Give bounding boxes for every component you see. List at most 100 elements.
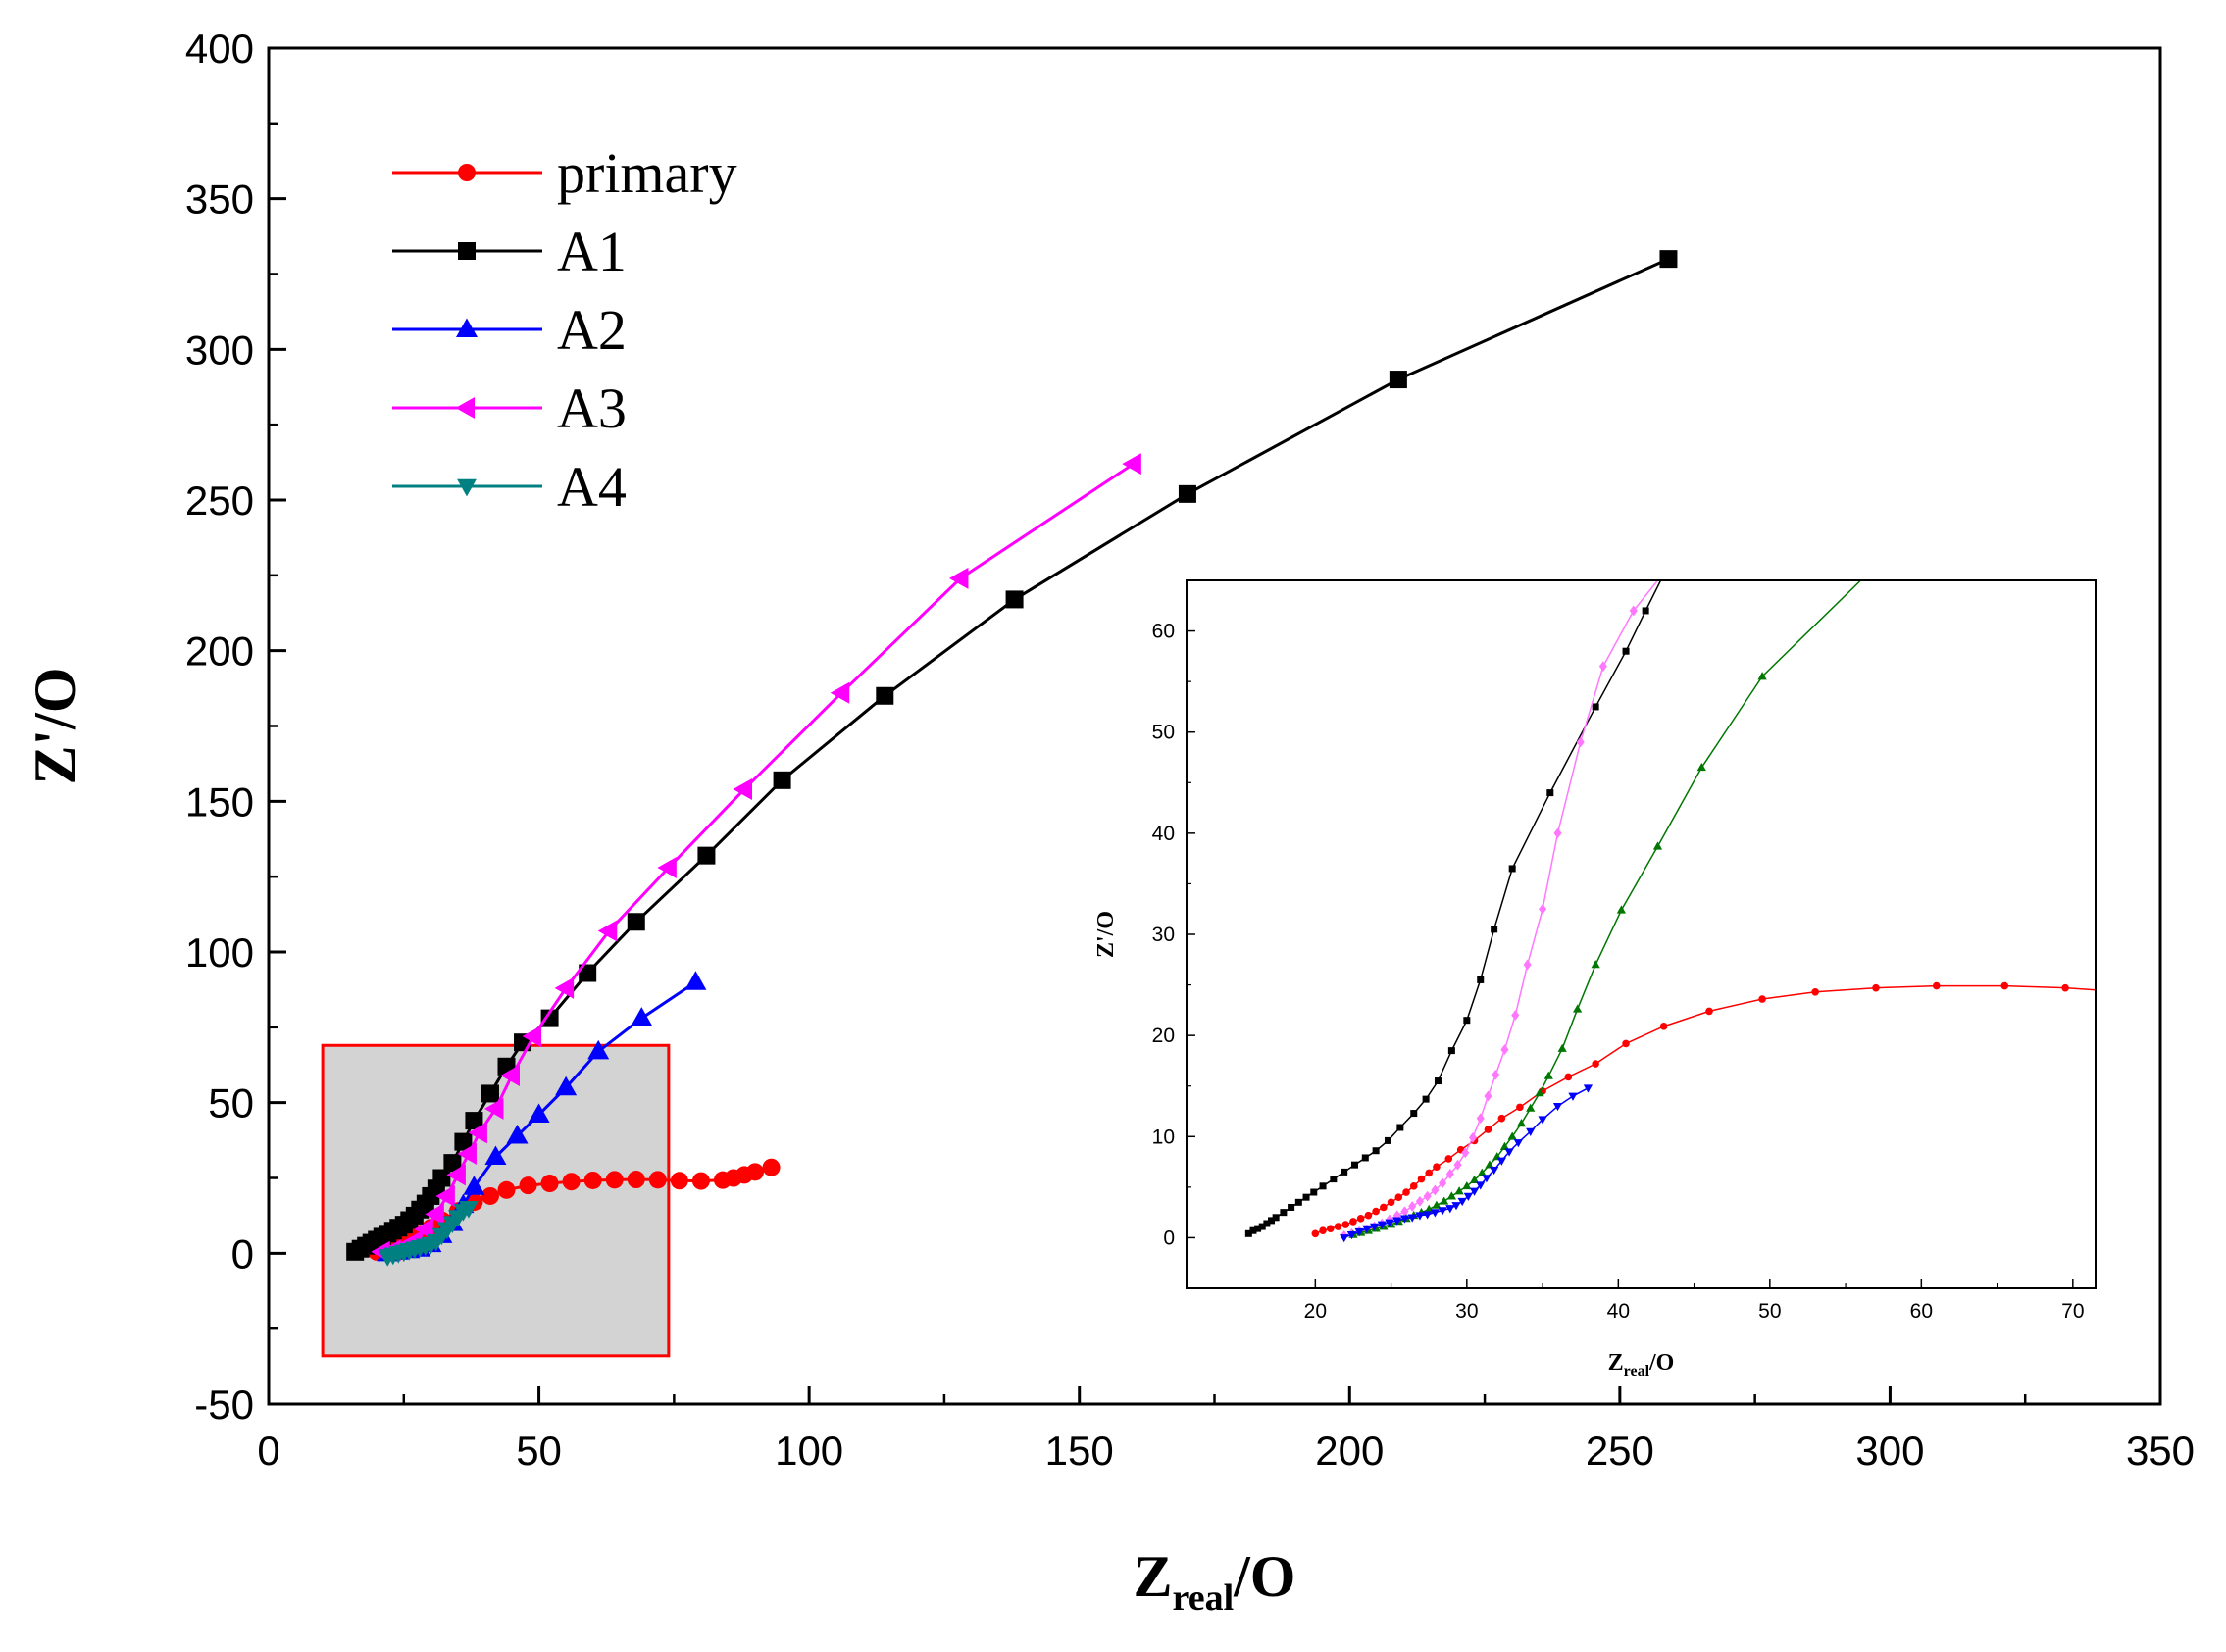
inset-data-point-A4 (1354, 1227, 1364, 1237)
inset-series-primary (1311, 981, 2096, 1238)
inset-x-tick-label: 50 (1758, 1300, 1781, 1323)
inset-data-point-primary (1341, 1221, 1350, 1228)
inset-data-point-A4 (1399, 1215, 1410, 1224)
inset-data-point-A2 (1454, 1186, 1464, 1195)
x-tick-label: 100 (775, 1427, 843, 1474)
data-point-primary (648, 1171, 667, 1189)
inset-data-point-primary (1334, 1223, 1342, 1230)
data-point-A1 (773, 771, 791, 789)
inset-data-point-A2 (1469, 1175, 1480, 1183)
data-point-A1 (876, 686, 894, 705)
inset-data-point-A4 (1392, 1217, 1402, 1226)
inset-data-point-A2 (1440, 1196, 1449, 1205)
data-point-A2 (555, 1076, 578, 1096)
inset-data-point-A4 (1482, 1175, 1492, 1183)
inset-data-point-A2 (1557, 1043, 1567, 1052)
inset-y-tick-label: 60 (1152, 621, 1175, 643)
inset-data-point-A4 (1451, 1202, 1461, 1211)
data-point-A4 (459, 1201, 479, 1219)
inset-data-point-A4 (1476, 1181, 1486, 1190)
data-point-A2 (587, 1039, 610, 1060)
inset-data-point-A4 (1340, 1234, 1349, 1243)
data-point-primary (519, 1176, 537, 1195)
inset-data-point-A3 (1453, 1159, 1462, 1171)
inset-plot: 0 10 20 30 40 50 60 20 30 40 50 60 70 Z'/O Zreal/O (1093, 579, 2097, 1379)
series-A1 (346, 250, 1678, 1261)
inset-data-point-A4 (1504, 1148, 1514, 1157)
inset-x-axis-label-suffix: /O (1648, 1350, 1674, 1376)
data-point-primary (540, 1175, 559, 1193)
data-point-primary (762, 1158, 781, 1176)
data-point-primary (481, 1186, 499, 1205)
inset-data-point-A4 (1568, 1092, 1578, 1101)
inset-data-point-A1 (1384, 1136, 1391, 1144)
inset-data-point-primary (1811, 987, 1819, 996)
data-point-A2 (506, 1124, 529, 1144)
inset-data-point-A1 (1422, 1095, 1430, 1103)
inset-data-point-A4 (1457, 1197, 1467, 1207)
inset-data-point-A1 (1361, 1154, 1369, 1162)
inset-data-point-A3 (1484, 1090, 1492, 1102)
inset-data-point-A2 (1543, 1071, 1553, 1079)
x-tick-label: 0 (257, 1427, 279, 1474)
y-tick-label: 50 (208, 1080, 254, 1126)
inset-y-tick-label: 50 (1152, 722, 1175, 744)
inset-data-point-primary (1592, 1060, 1599, 1068)
inset-data-point-primary (2061, 983, 2069, 992)
inset-data-point-primary (1705, 1007, 1713, 1016)
inset-data-point-primary (1349, 1218, 1357, 1226)
inset-data-point-A3 (1461, 1147, 1470, 1159)
inset-data-point-primary (1622, 1039, 1630, 1048)
inset-data-point-A1 (1396, 1124, 1404, 1131)
inset-data-point-A4 (1469, 1187, 1480, 1196)
y-tick-label: -50 (194, 1381, 254, 1427)
inset-x-tick-label: 40 (1607, 1300, 1630, 1323)
inset-data-point-A4 (1583, 1084, 1594, 1093)
data-point-A2 (631, 1007, 653, 1026)
data-point-A3 (657, 856, 677, 878)
inset-data-point-A1 (1310, 1188, 1318, 1196)
inset-data-point-A1 (1244, 1229, 1252, 1237)
y-tick-label: 100 (185, 929, 254, 976)
inset-data-point-A4 (1415, 1212, 1425, 1221)
inset-data-point-A1 (1268, 1217, 1276, 1225)
inset-data-point-primary (1372, 1207, 1380, 1216)
legend-label-A2: A2 (557, 298, 627, 362)
data-point-A1 (1659, 250, 1678, 269)
inset-data-point-primary (1444, 1155, 1453, 1163)
inset-x-tick-label: 30 (1455, 1300, 1478, 1323)
data-point-A3 (522, 1026, 542, 1048)
inset-data-point-primary (1364, 1211, 1373, 1220)
inset-data-point-A1 (1263, 1220, 1271, 1227)
inset-data-point-A2 (1507, 1131, 1517, 1140)
legend-label-A3: A3 (557, 376, 627, 440)
y-tick-label: 0 (231, 1230, 254, 1277)
data-point-primary (691, 1172, 710, 1190)
legend-marker-primary (458, 164, 476, 181)
data-point-A1 (1389, 371, 1407, 389)
inset-x-tick-label: 70 (2061, 1300, 2084, 1323)
inset-data-point-A2 (1516, 1119, 1527, 1127)
inset-data-point-A1 (1477, 976, 1485, 983)
inset-data-point-primary (1932, 981, 1941, 990)
inset-x-tick-label: 20 (1304, 1300, 1327, 1323)
data-point-A2 (528, 1103, 550, 1123)
inset-data-point-A2 (1696, 762, 1706, 772)
inset-data-point-primary (1425, 1169, 1433, 1177)
inset-data-point-A2 (1652, 841, 1663, 850)
data-point-A3 (948, 567, 969, 589)
inset-data-point-A1 (1258, 1223, 1266, 1230)
x-tick-label: 200 (1315, 1427, 1384, 1474)
inset-data-point-A2 (1616, 905, 1627, 914)
inset-data-point-A4 (1490, 1166, 1499, 1176)
inset-data-point-A3 (1629, 605, 1638, 617)
inset-data-point-primary (1394, 1193, 1403, 1201)
inset-data-point-A1 (1302, 1193, 1310, 1201)
inset-data-point-A4 (1385, 1219, 1394, 1227)
inset-data-point-A1 (1508, 865, 1516, 873)
data-point-A1 (540, 1009, 559, 1027)
legend-label-A4: A4 (557, 455, 627, 519)
inset-data-point-A3 (1598, 661, 1607, 673)
inset-data-point-A3 (1476, 1113, 1485, 1125)
inset-data-point-primary (1311, 1229, 1320, 1238)
